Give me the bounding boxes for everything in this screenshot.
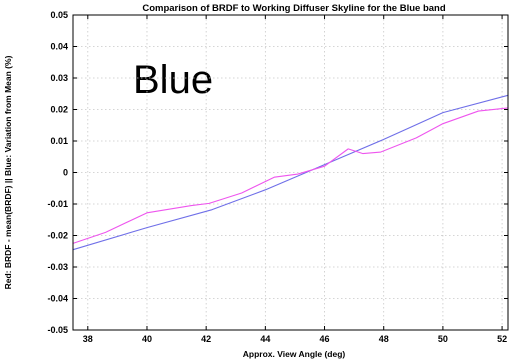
y-tick-label: 0.02 bbox=[50, 105, 68, 115]
x-tick-label: 42 bbox=[201, 334, 211, 344]
x-tick-label: 50 bbox=[438, 334, 448, 344]
y-tick-label: -0.03 bbox=[47, 262, 68, 272]
x-tick-label: 38 bbox=[83, 334, 93, 344]
x-tick-label: 46 bbox=[320, 334, 330, 344]
x-tick-label: 40 bbox=[142, 334, 152, 344]
y-tick-label: 0.05 bbox=[50, 10, 68, 20]
y-tick-label: 0 bbox=[63, 168, 68, 178]
y-axis-label: Red: BRDF - mean(BRDF) || Blue: Variatio… bbox=[3, 55, 13, 289]
x-tick-label: 48 bbox=[379, 334, 389, 344]
band-annotation: Blue bbox=[133, 58, 213, 102]
y-tick-label: 0.04 bbox=[50, 42, 68, 52]
axis-ticks bbox=[73, 14, 508, 331]
y-tick-label: 0.03 bbox=[50, 73, 68, 83]
tick-labels: 38 40 42 44 46 48 50 52 -0.05 -0.04 -0.03 -0.02 -0.0… bbox=[47, 10, 507, 344]
x-axis-label: Approx. View Angle (deg) bbox=[243, 349, 346, 359]
y-tick-label: -0.04 bbox=[47, 294, 68, 304]
chart-title: Comparison of BRDF to Working Diffuser S… bbox=[142, 3, 446, 14]
x-tick-label: 52 bbox=[497, 334, 507, 344]
series-line-1 bbox=[72, 94, 509, 251]
y-tick-label: -0.05 bbox=[47, 325, 68, 335]
y-tick-label: -0.02 bbox=[47, 231, 68, 241]
plot-series bbox=[72, 94, 509, 251]
x-tick-label: 44 bbox=[260, 334, 270, 344]
y-tick-label: 0.01 bbox=[50, 136, 68, 146]
y-tick-label: -0.01 bbox=[47, 199, 68, 209]
series-line-2 bbox=[72, 107, 509, 244]
